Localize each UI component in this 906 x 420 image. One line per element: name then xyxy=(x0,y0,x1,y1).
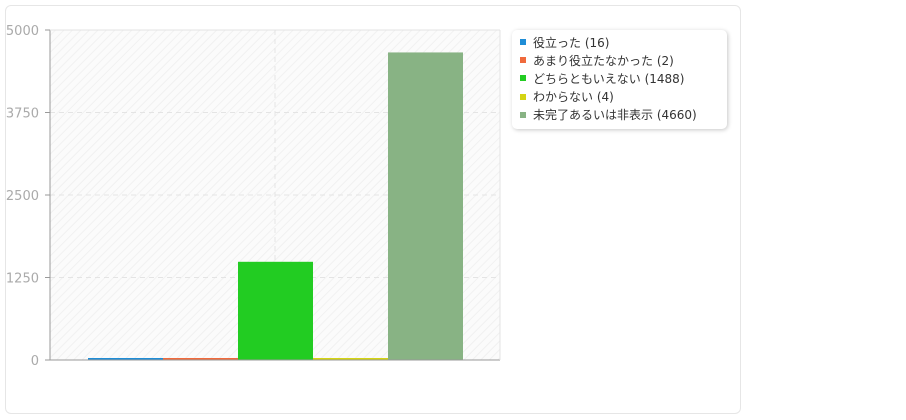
bar[interactable] xyxy=(388,52,463,360)
y-tick-label: 1250 xyxy=(6,272,39,287)
legend: 役立った (16) あまり役立たなかった (2) どちらともいえない (1488) わ… xyxy=(512,30,727,129)
legend-label: わからない (4) xyxy=(533,90,614,105)
legend-swatch xyxy=(520,93,526,100)
legend-label: どちらともいえない (1488) xyxy=(533,71,685,86)
legend-item[interactable]: 未完了あるいは非表示 (4660) xyxy=(520,106,727,124)
legend-item[interactable]: どちらともいえない (1488) xyxy=(520,69,727,87)
y-tick-label: 3750 xyxy=(6,107,39,122)
y-tick-label: 0 xyxy=(31,354,39,369)
y-tick-label: 5000 xyxy=(6,24,39,39)
legend-label: 未完了あるいは非表示 (4660) xyxy=(533,108,697,123)
legend-label: あまり役立たなかった (2) xyxy=(533,53,674,68)
legend-swatch xyxy=(520,75,526,82)
y-tick-label: 2500 xyxy=(6,189,39,204)
bar[interactable] xyxy=(238,261,313,360)
legend-label: 役立った (16) xyxy=(533,35,610,50)
legend-swatch xyxy=(520,39,526,46)
bar[interactable] xyxy=(313,358,388,360)
legend-swatch xyxy=(520,111,526,118)
legend-item[interactable]: あまり役立たなかった (2) xyxy=(520,51,727,69)
bar[interactable] xyxy=(163,358,238,360)
bar[interactable] xyxy=(88,358,163,360)
legend-item[interactable]: わからない (4) xyxy=(520,88,727,106)
legend-swatch xyxy=(520,57,526,64)
legend-item[interactable]: 役立った (16) xyxy=(520,33,727,51)
